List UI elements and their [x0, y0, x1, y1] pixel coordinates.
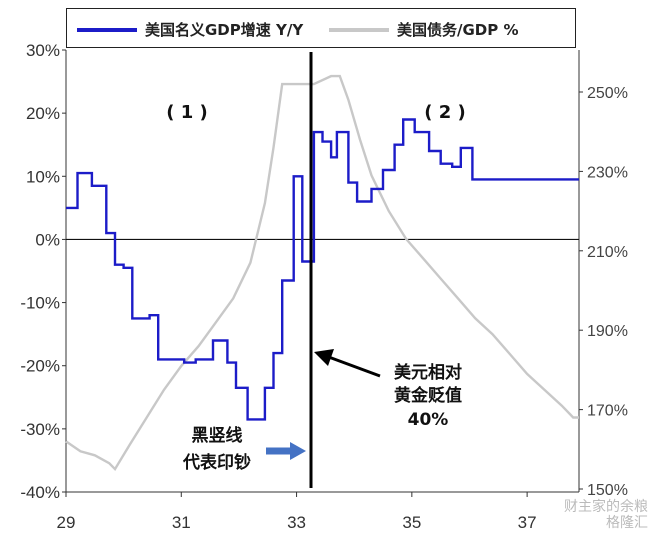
left-tick-label: -40% — [20, 483, 60, 502]
right-tick-label: 210% — [587, 244, 628, 261]
legend-swatch-debt — [329, 27, 389, 32]
watermark-line1: 财主家的余粮 — [564, 499, 648, 516]
region-label-2: ( 2 ) — [424, 102, 466, 123]
blue-arrow-head — [290, 442, 306, 460]
series-line-debt — [65, 74, 579, 472]
annotation-usd-gold-line1: 美元相对 — [394, 362, 462, 383]
legend-label-gdp: 美国名义GDP增速 Y/Y — [145, 21, 304, 39]
black-arrow-shaft — [325, 354, 381, 378]
x-tick-label: 35 — [402, 513, 421, 532]
left-tick-label: 30% — [26, 41, 60, 60]
right-tick-label: 150% — [587, 482, 628, 499]
left-tick-label: -30% — [20, 420, 60, 439]
right-tick-label: 230% — [587, 164, 628, 181]
annotation-black-line-1: 黑竖线 — [192, 425, 243, 446]
x-tick-label: 37 — [518, 513, 537, 532]
right-tick-label: 250% — [587, 85, 628, 102]
right-tick-label: 190% — [587, 323, 628, 340]
left-tick-label: -20% — [20, 357, 60, 376]
watermark-line2: 格隆汇 — [606, 514, 648, 531]
x-tick-label: 31 — [172, 513, 191, 532]
annotation-usd-gold-pct: 40% — [408, 410, 449, 430]
left-tick-label: -10% — [20, 294, 60, 313]
annotation-usd-gold-line2: 黄金贬值 — [394, 385, 462, 406]
black-arrow-head — [314, 349, 334, 366]
left-tick-label: 0% — [35, 230, 60, 249]
region-label-1: ( 1 ) — [166, 102, 208, 123]
x-tick-label: 29 — [57, 513, 76, 532]
legend-label-debt: 美国债务/GDP % — [397, 21, 519, 39]
legend: 美国名义GDP增速 Y/Y 美国债务/GDP % — [66, 8, 576, 48]
watermark: 财主家的余粮 格隆汇 — [564, 499, 648, 531]
left-tick-label: 20% — [26, 104, 60, 123]
x-tick-label: 33 — [287, 513, 306, 532]
legend-swatch-gdp — [77, 27, 137, 32]
right-tick-label: 170% — [587, 403, 628, 420]
annotation-black-line-2: 代表印钞 — [182, 452, 251, 473]
legend-item-debt: 美国债务/GDP % — [329, 19, 519, 40]
left-tick-label: 10% — [26, 167, 60, 186]
series-line-gdp — [66, 118, 579, 421]
legend-item-gdp: 美国名义GDP增速 Y/Y — [77, 19, 303, 40]
